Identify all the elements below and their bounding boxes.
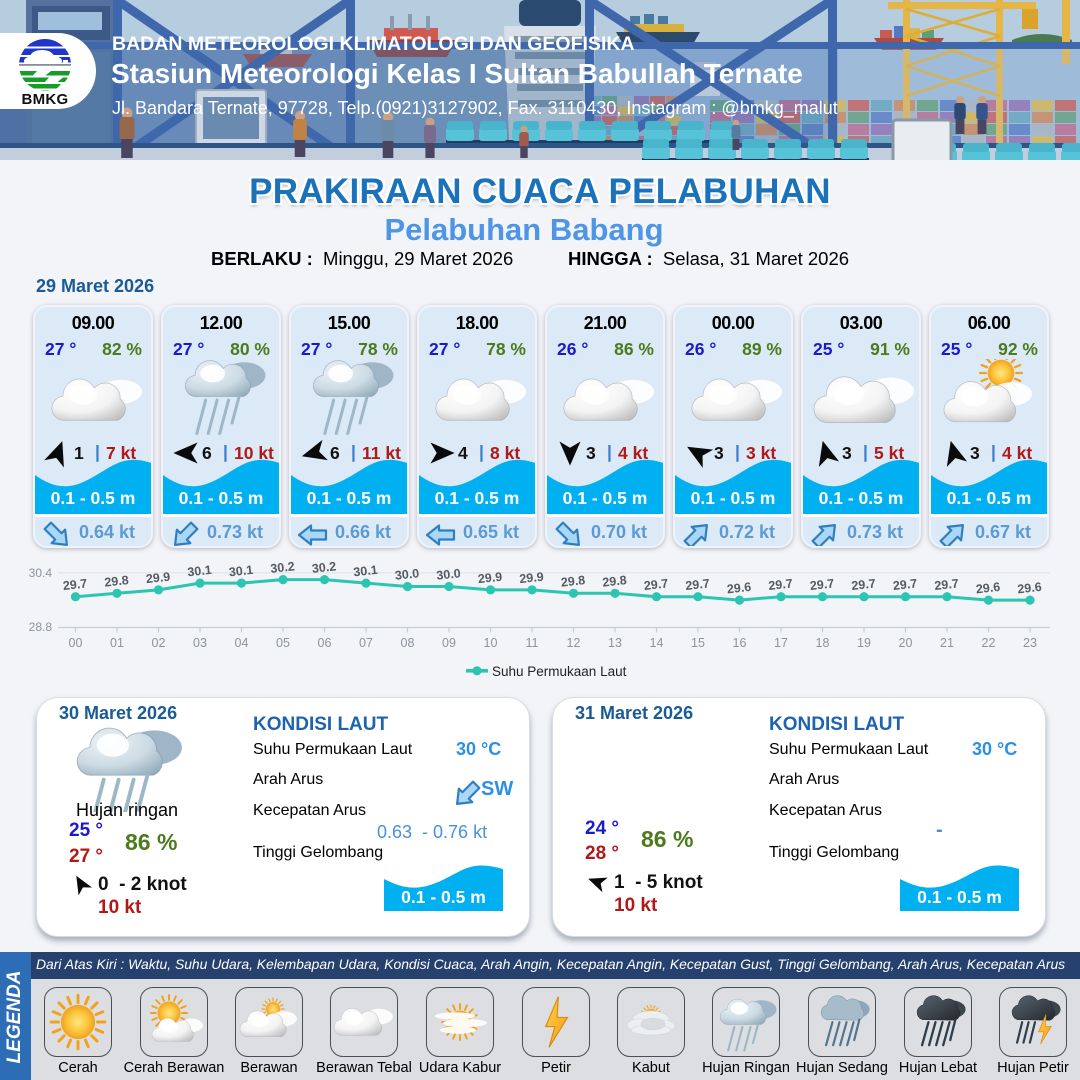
svg-text:29.7: 29.7	[62, 576, 88, 592]
svg-text:29.9: 29.9	[477, 570, 503, 586]
svg-text:09: 09	[442, 636, 456, 650]
svg-text:23: 23	[1023, 636, 1037, 650]
svg-text:19: 19	[857, 636, 871, 650]
svg-text:13: 13	[608, 636, 622, 650]
svg-text:30.1: 30.1	[187, 563, 213, 579]
svg-text:30.0: 30.0	[394, 566, 420, 582]
svg-text:12: 12	[567, 636, 581, 650]
svg-text:20: 20	[899, 636, 913, 650]
svg-text:30.4: 30.4	[29, 566, 53, 580]
svg-text:21: 21	[940, 636, 954, 650]
svg-text:29.7: 29.7	[685, 576, 711, 592]
svg-text:00: 00	[69, 636, 83, 650]
svg-text:01: 01	[110, 636, 124, 650]
svg-text:29.9: 29.9	[519, 570, 545, 586]
svg-text:29.7: 29.7	[809, 576, 835, 592]
svg-text:02: 02	[152, 636, 166, 650]
svg-text:29.7: 29.7	[934, 576, 960, 592]
svg-text:03: 03	[193, 636, 207, 650]
svg-text:Suhu Permukaan Laut: Suhu Permukaan Laut	[492, 664, 627, 679]
svg-text:06: 06	[318, 636, 332, 650]
svg-text:30.2: 30.2	[311, 559, 337, 575]
svg-text:14: 14	[650, 636, 664, 650]
svg-text:30.1: 30.1	[353, 563, 379, 579]
svg-text:30.0: 30.0	[436, 566, 462, 582]
svg-text:10: 10	[484, 636, 498, 650]
svg-text:29.7: 29.7	[851, 576, 877, 592]
svg-text:29.6: 29.6	[975, 580, 1001, 596]
svg-text:07: 07	[359, 636, 373, 650]
svg-text:16: 16	[733, 636, 747, 650]
svg-text:30.1: 30.1	[228, 563, 254, 579]
svg-text:29.7: 29.7	[768, 576, 794, 592]
svg-text:11: 11	[526, 636, 539, 650]
svg-text:29.7: 29.7	[643, 576, 669, 592]
svg-text:29.9: 29.9	[145, 570, 171, 586]
svg-text:22: 22	[982, 636, 996, 650]
svg-text:05: 05	[276, 636, 290, 650]
svg-text:29.7: 29.7	[892, 576, 918, 592]
svg-text:29.8: 29.8	[602, 573, 628, 589]
svg-text:30.2: 30.2	[270, 559, 296, 575]
svg-text:29.6: 29.6	[726, 580, 752, 596]
svg-text:08: 08	[401, 636, 415, 650]
svg-text:04: 04	[235, 636, 249, 650]
svg-text:28.8: 28.8	[29, 620, 53, 634]
svg-text:17: 17	[774, 636, 788, 650]
svg-text:29.8: 29.8	[104, 573, 130, 589]
svg-text:29.8: 29.8	[560, 573, 586, 589]
svg-text:29.6: 29.6	[1017, 580, 1043, 596]
svg-text:18: 18	[816, 636, 830, 650]
svg-text:15: 15	[691, 636, 705, 650]
